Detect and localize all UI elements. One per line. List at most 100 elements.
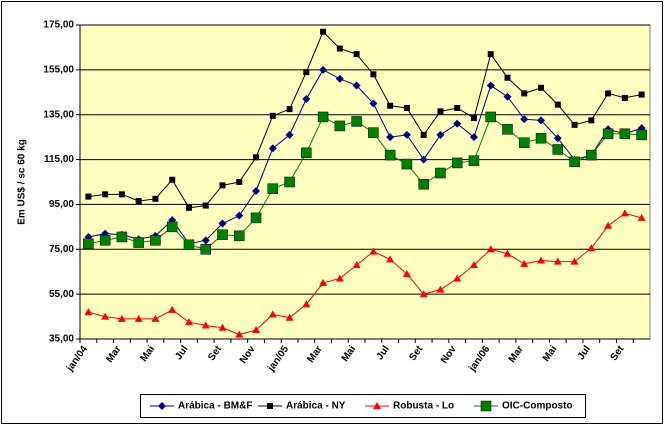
data-point	[319, 65, 328, 74]
data-point	[368, 127, 379, 138]
data-point	[485, 111, 496, 123]
data-point	[419, 290, 428, 298]
data-point	[267, 183, 279, 194]
data-point	[587, 244, 596, 252]
data-point	[250, 212, 262, 224]
data-point	[150, 235, 161, 246]
data-point	[218, 219, 227, 228]
data-point	[352, 260, 361, 268]
data-point	[621, 94, 628, 101]
data-point	[285, 313, 294, 321]
data-point	[151, 314, 160, 322]
data-point	[570, 257, 579, 265]
data-point	[252, 186, 261, 195]
legend-marker	[480, 400, 492, 412]
data-point	[117, 314, 126, 322]
data-point	[353, 51, 360, 58]
data-point	[351, 116, 362, 127]
data-point	[252, 326, 261, 334]
data-point	[219, 182, 226, 189]
data-point	[605, 90, 612, 97]
data-point	[201, 236, 210, 245]
data-point	[418, 178, 429, 190]
data-point	[235, 330, 244, 338]
data-point	[319, 278, 328, 286]
data-point	[486, 245, 495, 253]
data-point	[285, 130, 294, 139]
data-point	[370, 71, 377, 78]
data-point	[253, 154, 260, 161]
data-point	[619, 128, 631, 140]
data-point	[85, 193, 92, 200]
data-point	[436, 130, 445, 139]
data-point	[504, 74, 511, 81]
data-point	[453, 274, 462, 282]
data-point	[320, 28, 327, 35]
data-point	[502, 124, 513, 135]
data-point	[200, 244, 211, 255]
data-point	[84, 308, 93, 316]
data-point	[521, 90, 528, 97]
data-point	[537, 116, 546, 125]
data-point	[554, 101, 561, 108]
data-point	[469, 133, 478, 142]
data-point	[602, 128, 614, 140]
data-point	[469, 260, 478, 268]
data-point	[101, 312, 110, 320]
data-point	[402, 130, 411, 139]
data-point	[553, 134, 562, 143]
data-point	[218, 323, 227, 331]
legend-label: OIC-Composto	[502, 401, 573, 412]
series-line	[88, 69, 642, 245]
series-line	[88, 116, 642, 250]
data-point	[503, 249, 512, 257]
data-point	[401, 158, 413, 170]
data-point	[419, 155, 428, 164]
data-point	[604, 221, 613, 229]
data-point	[302, 95, 311, 104]
data-point	[334, 120, 346, 132]
data-point	[236, 179, 243, 185]
data-point	[638, 91, 645, 98]
data-point	[637, 213, 646, 221]
data-point	[135, 198, 142, 205]
data-point	[384, 149, 396, 161]
data-point	[435, 167, 446, 179]
data-point	[201, 321, 210, 329]
y-tick-label: 55,00	[49, 289, 74, 300]
data-point	[217, 229, 228, 240]
data-point	[303, 69, 310, 76]
data-point	[451, 157, 463, 169]
y-tick-label: 115,00	[44, 154, 74, 165]
data-point	[487, 51, 494, 58]
data-point	[468, 155, 480, 166]
data-point	[535, 133, 547, 144]
data-point	[470, 115, 477, 122]
data-point	[386, 133, 395, 142]
data-point	[636, 129, 647, 141]
data-point	[402, 269, 411, 277]
data-point	[133, 237, 144, 248]
data-point	[553, 257, 562, 265]
y-tick-label: 135,00	[43, 109, 74, 120]
data-point	[520, 115, 529, 124]
data-point	[268, 144, 277, 153]
data-point	[420, 131, 427, 138]
data-point	[520, 259, 529, 267]
data-point	[268, 310, 277, 318]
data-point	[436, 285, 445, 293]
data-point	[387, 102, 394, 109]
data-point	[169, 176, 176, 183]
y-tick-label: 155,00	[43, 64, 74, 75]
data-point	[99, 235, 111, 246]
data-point	[286, 106, 293, 113]
data-point	[486, 81, 495, 90]
data-point	[437, 108, 444, 115]
data-point	[152, 195, 159, 202]
legend-label: Arábica - NY	[286, 401, 346, 412]
legend-label: Robusta - Lo	[393, 401, 454, 412]
data-point	[386, 255, 395, 263]
data-point	[336, 45, 343, 52]
data-point	[569, 156, 580, 168]
